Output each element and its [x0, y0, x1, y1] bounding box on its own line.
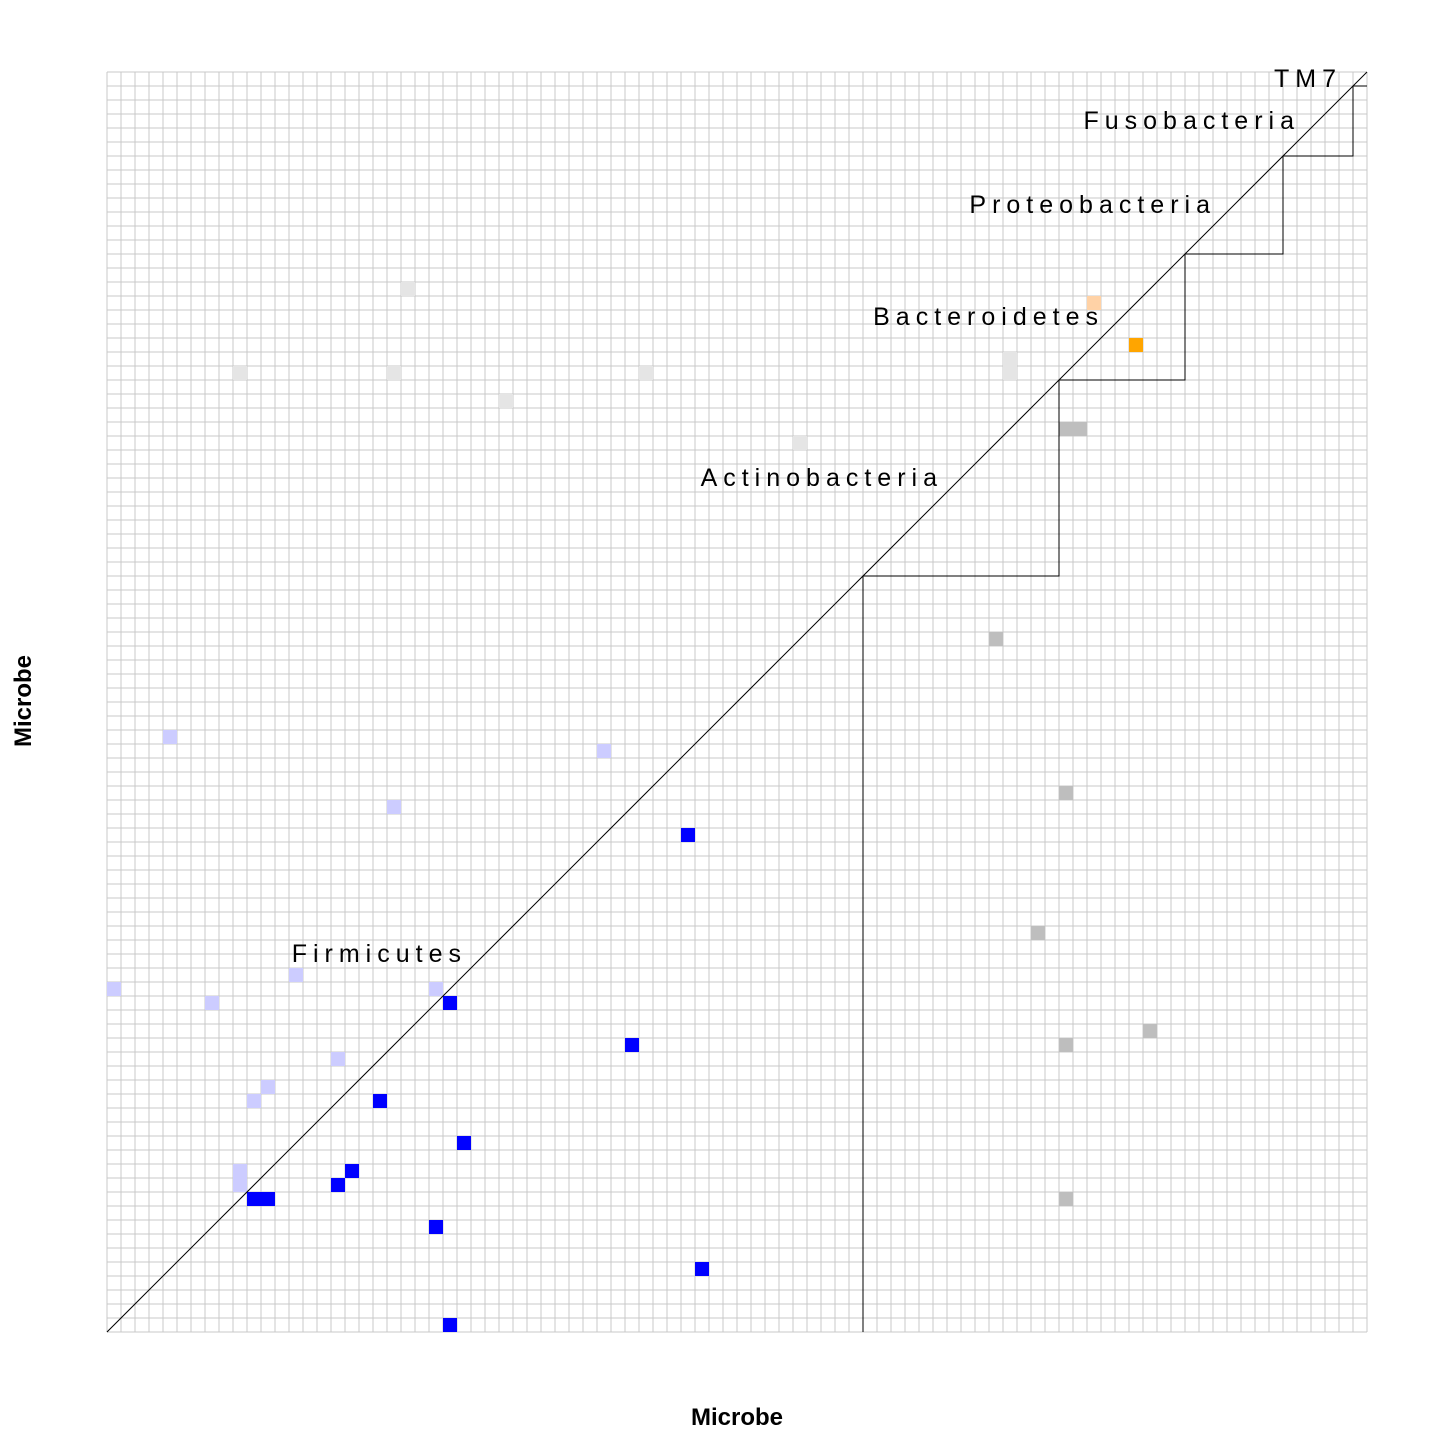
diagonal: [106, 71, 1368, 1333]
cell: [1059, 1038, 1073, 1052]
cell: [695, 1262, 709, 1276]
overlay: Firmicutes Actinobacteria Bacteroidetes Pro…: [106, 65, 1368, 1333]
group-label: Actinobacteria: [701, 464, 943, 492]
cell: [499, 394, 513, 408]
cell: [457, 1136, 471, 1150]
cell: [387, 366, 401, 380]
cell: [1031, 926, 1045, 940]
cell: [387, 800, 401, 814]
group-label: Bacteroidetes: [873, 303, 1104, 331]
cell: [443, 1318, 457, 1332]
group-boundary: [862, 85, 1367, 1332]
cell: [261, 1080, 275, 1094]
cell: [597, 744, 611, 758]
cell: [793, 436, 807, 450]
cell: [233, 1164, 247, 1178]
cell: [345, 1164, 359, 1178]
cell: [1003, 352, 1017, 366]
group-label: Firmicutes: [292, 940, 467, 968]
cell: [1003, 366, 1017, 380]
cell: [233, 1178, 247, 1192]
cell: [429, 982, 443, 996]
cell: [1059, 422, 1073, 436]
cell: [233, 366, 247, 380]
cells: [107, 282, 1157, 1332]
cell: [163, 730, 177, 744]
cell: [107, 982, 121, 996]
group-label: TM7: [1274, 65, 1342, 93]
cell: [625, 1038, 639, 1052]
cell: [331, 1178, 345, 1192]
cell: [1087, 296, 1101, 310]
cell: [1129, 338, 1143, 352]
cell: [443, 996, 457, 1010]
cell: [261, 1192, 275, 1206]
cell: [639, 366, 653, 380]
group-label: Proteobacteria: [969, 191, 1216, 219]
cell: [373, 1094, 387, 1108]
cell: [289, 968, 303, 982]
cell: [247, 1094, 261, 1108]
cell: [681, 828, 695, 842]
cell: [247, 1192, 261, 1206]
cell: [331, 1052, 345, 1066]
y-axis-title: Microbe: [10, 655, 37, 747]
x-axis-title: Microbe: [691, 1404, 783, 1431]
group-label: Fusobacteria: [1083, 107, 1300, 135]
cell: [429, 1220, 443, 1234]
cell: [1143, 1024, 1157, 1038]
cell: [401, 282, 415, 296]
cell: [205, 996, 219, 1010]
cell: [1059, 786, 1073, 800]
cell: [989, 632, 1003, 646]
cell: [1059, 1192, 1073, 1206]
cell: [1073, 422, 1087, 436]
